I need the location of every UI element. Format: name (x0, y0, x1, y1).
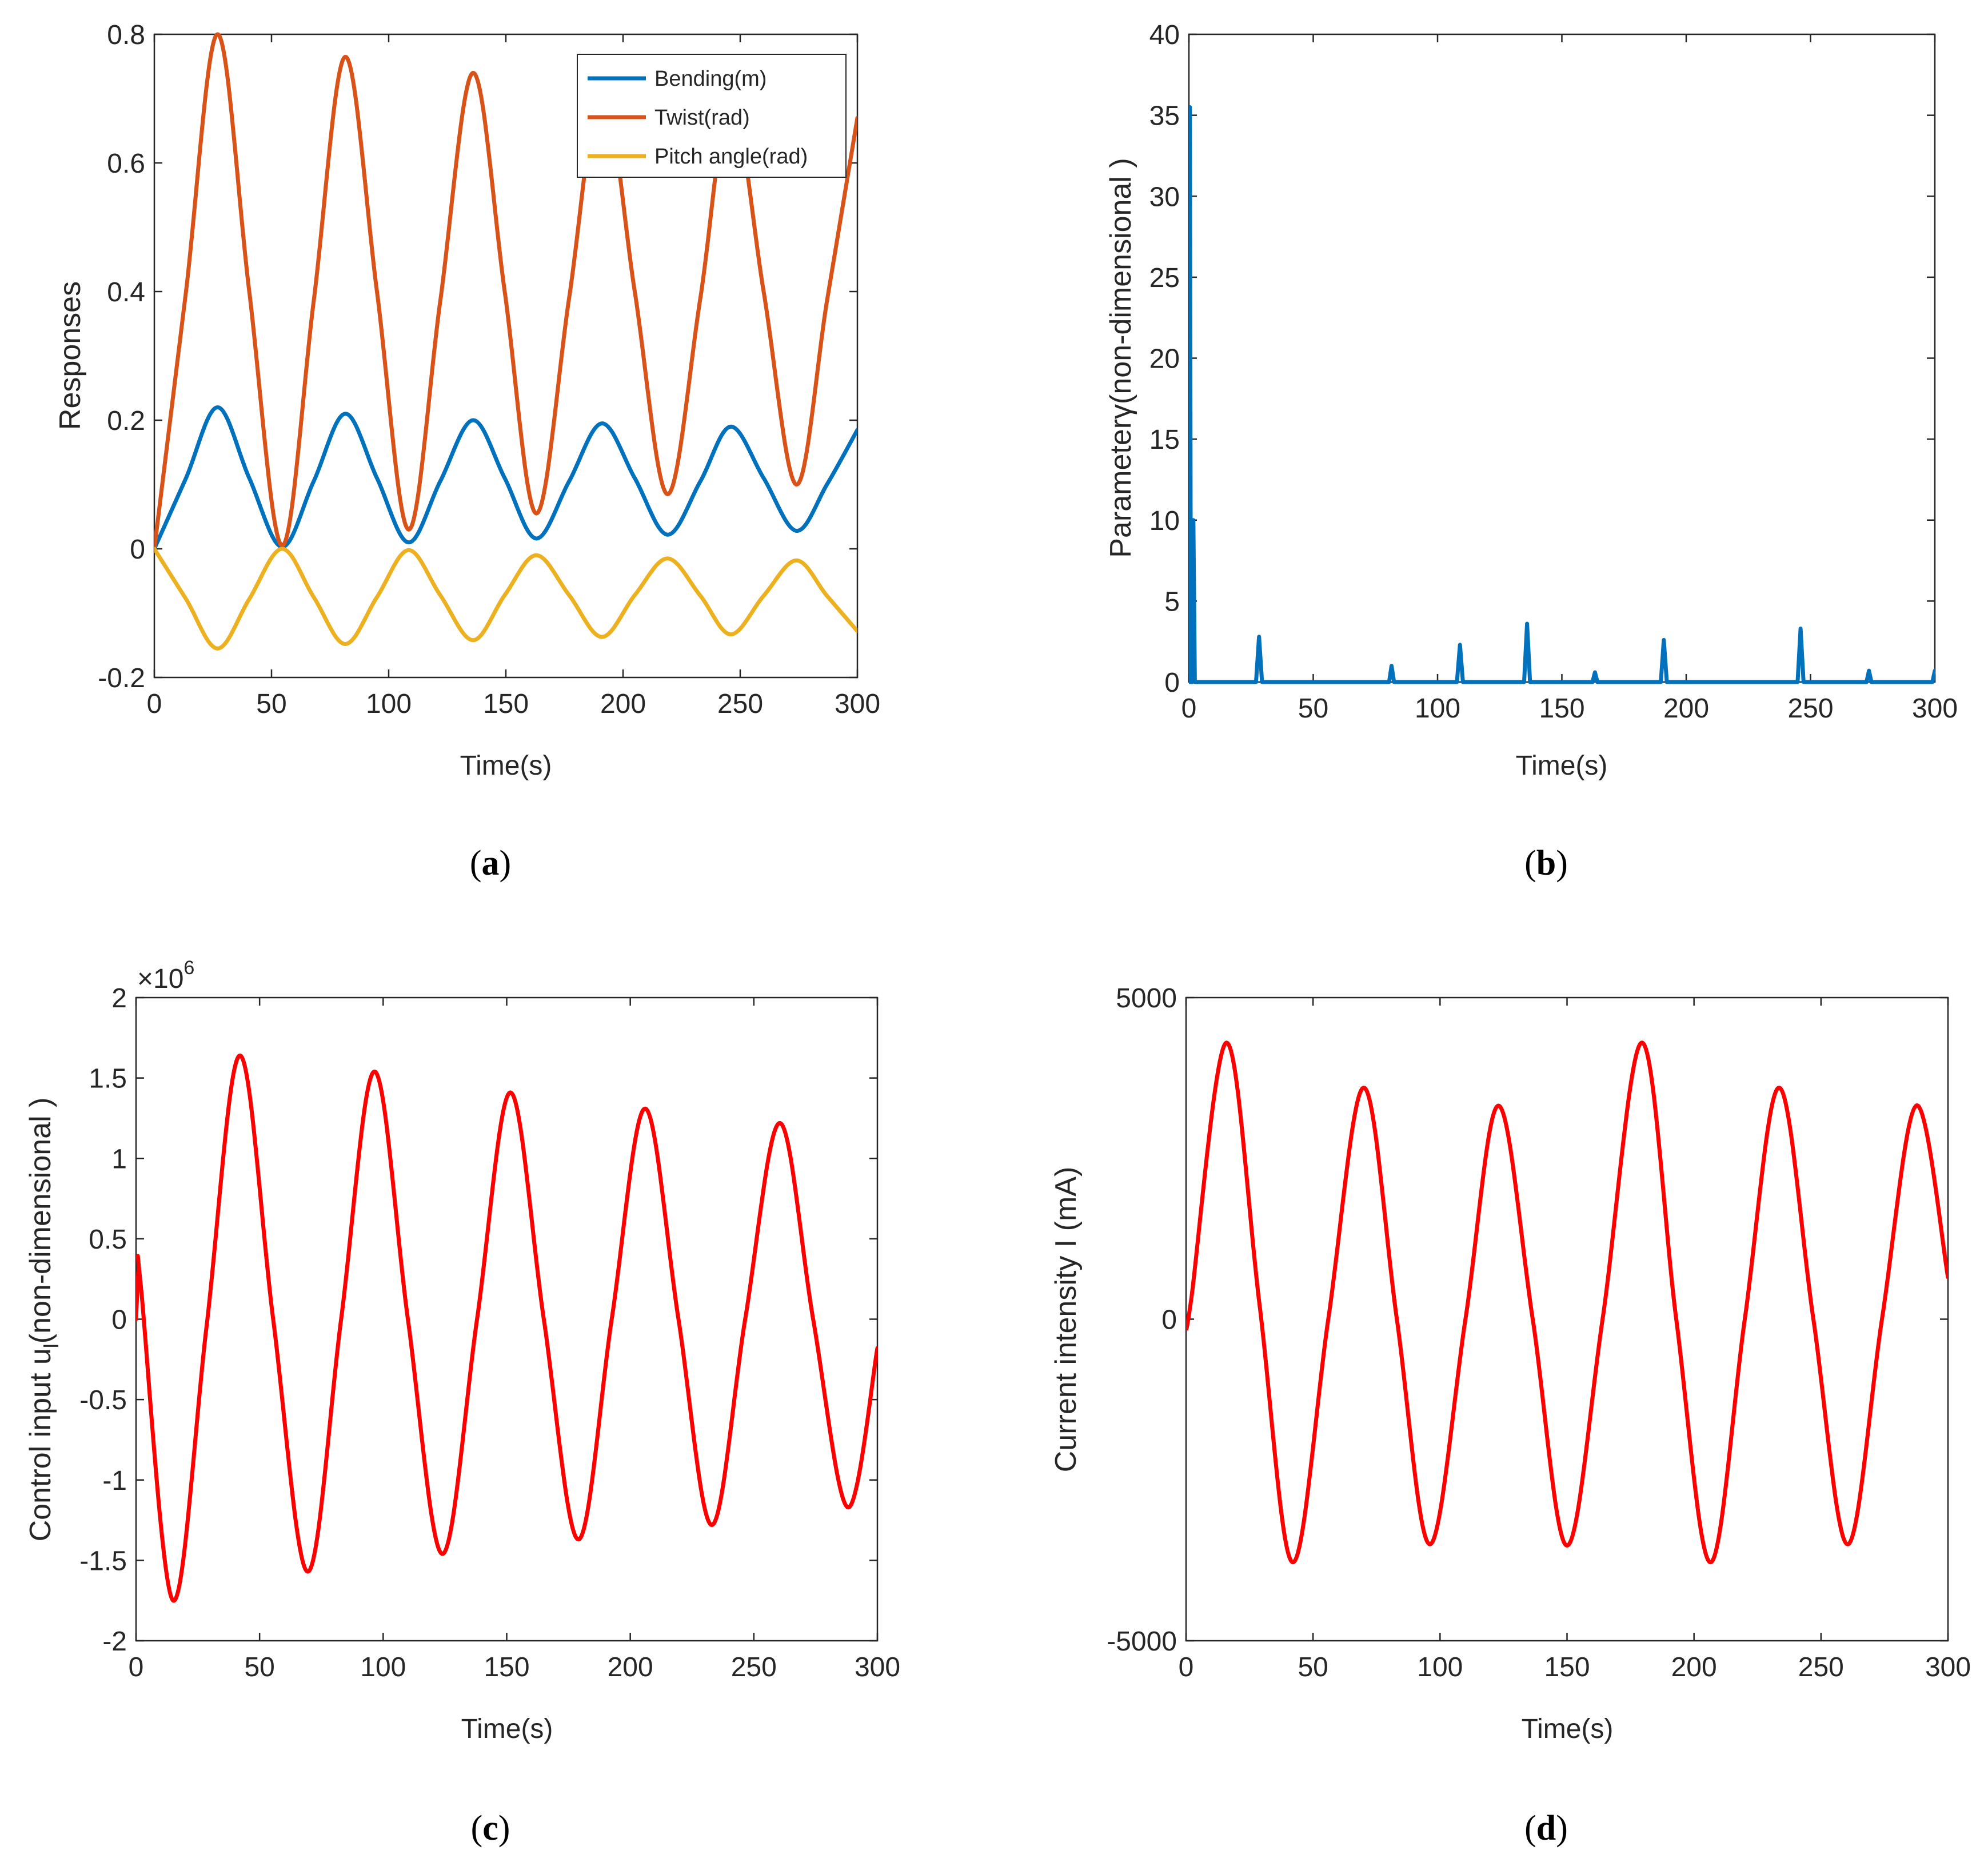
series-line (1186, 1040, 1948, 1565)
series-line (154, 405, 857, 551)
y-tick-label: -5000 (1107, 1626, 1177, 1657)
y-tick-label: 0.2 (107, 406, 145, 436)
x-tick-label: 150 (484, 1652, 529, 1682)
x-tick-label: 250 (1787, 693, 1833, 724)
panel-c-xlabel: Time(s) (461, 1714, 553, 1744)
series-line (1189, 105, 1935, 684)
x-tick-label: 300 (1912, 693, 1958, 724)
panel-d-ylabel: Current intensity I (mA) (1049, 1167, 1083, 1473)
y-tick-label: 10 (1149, 506, 1180, 536)
y-tick-label: 40 (1149, 20, 1180, 50)
panel-d-caption: (d) (1524, 1809, 1568, 1848)
y-tick-label: 1.5 (89, 1064, 127, 1094)
panel-a-xlabel: Time(s) (460, 751, 552, 781)
x-tick-label: 300 (835, 689, 880, 719)
y-tick-label: 1 (111, 1144, 127, 1174)
x-tick-label: 300 (855, 1652, 900, 1682)
panel-b-plot: 0 50 100 150 200 250 300 0 5 10 15 20 25 30 35 40 (1149, 20, 1958, 724)
y-tick-label: 5000 (1116, 983, 1177, 1014)
y-tick-label: 30 (1149, 182, 1180, 212)
y-tick-label: 0 (130, 535, 145, 565)
x-tick-label: 50 (1298, 693, 1328, 724)
panel-d-xlabel: Time(s) (1522, 1714, 1614, 1744)
panel-c-plot: 0 50 100 150 200 250 300 -2 -1.5 -1 -0.5 0 0.5 1 1.5 2 (79, 983, 900, 1682)
y-tick-label: -0.5 (79, 1385, 127, 1416)
panel-d-caption-letter: d (1536, 1809, 1556, 1848)
y-tick-label: 0 (111, 1305, 127, 1335)
x-tick-label: 150 (1539, 693, 1584, 724)
x-tick-label: 150 (483, 689, 529, 719)
y-tick-label: 15 (1149, 425, 1180, 455)
x-tick-label: 0 (129, 1652, 144, 1682)
panel-b: 0 50 100 150 200 250 300 0 5 10 15 20 25 30 35 40 Time(… (1104, 20, 1958, 883)
series-line (154, 547, 857, 651)
y-tick-label: -2 (102, 1626, 127, 1657)
y-tick-label: 35 (1149, 101, 1180, 131)
x-tick-label: 200 (1671, 1652, 1717, 1682)
legend-label-bending: Bending(m) (654, 67, 767, 91)
y-tick-label: 0.6 (107, 149, 145, 179)
y-tick-label: 2 (111, 983, 127, 1014)
panel-a-caption: (a) (470, 844, 511, 883)
panel-a-legend: Bending(m) Twist(rad) Pitch angle(rad) (577, 54, 847, 178)
x-tick-label: 0 (147, 689, 162, 719)
panel-b-xlabel: Time(s) (1516, 751, 1608, 781)
x-tick-label: 100 (1417, 1652, 1463, 1682)
axes-box (1188, 33, 1936, 683)
x-tick-label: 50 (1298, 1652, 1328, 1682)
x-tick-label: 100 (366, 689, 412, 719)
panel-a: 0 50 100 150 200 250 300-0.200.20.40.60.8 Time… (54, 20, 880, 883)
panel-b-caption-letter: b (1536, 844, 1556, 883)
x-tick-label: 0 (1179, 1652, 1194, 1682)
x-tick-label: 50 (244, 1652, 274, 1682)
legend-label-pitch: Pitch angle(rad) (654, 145, 808, 169)
x-tick-label: 100 (360, 1652, 406, 1682)
x-tick-label: 0 (1181, 693, 1197, 724)
panel-c: 0 50 100 150 200 250 300-2-1.5-1-0.500.511.52 … (24, 957, 900, 1848)
x-tick-label: 100 (1415, 693, 1460, 724)
y-tick-label: -1 (102, 1466, 127, 1496)
y-tick-label: 0.8 (107, 20, 145, 50)
x-tick-label: 250 (717, 689, 763, 719)
y-tick-label: -1.5 (79, 1546, 127, 1576)
panel-c-exponent: ×106 (137, 957, 194, 994)
legend-label-twist: Twist(rad) (654, 106, 750, 130)
x-tick-label: 300 (1925, 1652, 1971, 1682)
x-tick-label: 250 (731, 1652, 777, 1682)
y-tick-label: 0 (1161, 1305, 1177, 1335)
y-tick-label: 25 (1149, 263, 1180, 293)
x-tick-label: 150 (1544, 1652, 1590, 1682)
x-tick-label: 200 (600, 689, 646, 719)
y-tick-label: 0.4 (107, 277, 145, 308)
x-tick-label: 250 (1798, 1652, 1844, 1682)
panel-b-ylabel: Parameterγ(non-dimensional ) (1104, 158, 1137, 557)
panel-a-ylabel: Responses (54, 281, 87, 430)
series-line (136, 1053, 877, 1603)
x-tick-label: 200 (1663, 693, 1709, 724)
x-tick-label: 50 (256, 689, 286, 719)
x-tick-label: 200 (608, 1652, 653, 1682)
panel-c-caption: (c) (471, 1809, 510, 1848)
panel-b-caption: (b) (1524, 844, 1568, 883)
panel-c-caption-letter: c (482, 1809, 498, 1848)
y-tick-label: 20 (1149, 344, 1180, 374)
y-tick-label: 0.5 (89, 1225, 127, 1255)
panel-c-ylabel: Control input ul(non-dimensional ) (24, 1098, 63, 1542)
y-tick-label: 5 (1164, 587, 1180, 617)
y-tick-label: 0 (1164, 668, 1180, 698)
y-tick-label: -0.2 (98, 663, 145, 693)
panel-a-caption-letter: a (482, 844, 500, 883)
